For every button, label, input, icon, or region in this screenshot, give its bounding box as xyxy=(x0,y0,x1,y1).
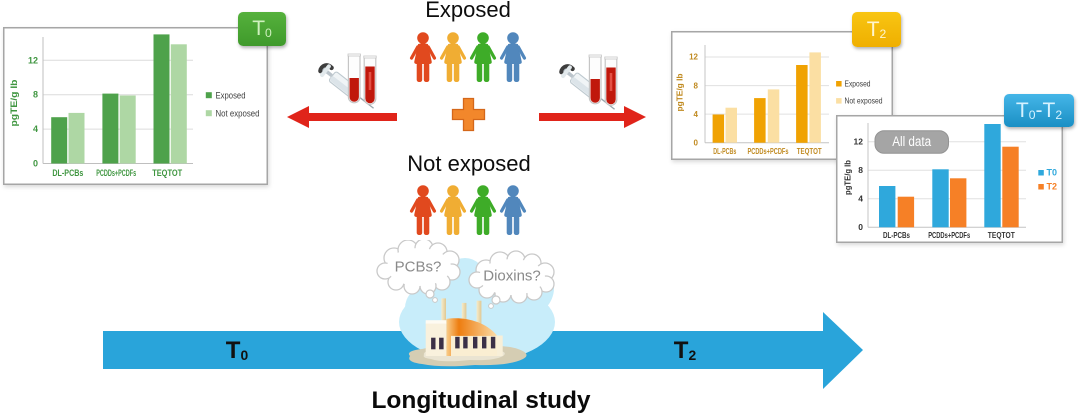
svg-text:All data: All data xyxy=(892,134,931,149)
svg-text:PCDDs+PCDFs: PCDDs+PCDFs xyxy=(928,230,970,240)
svg-text:Exposed: Exposed xyxy=(845,80,871,89)
svg-text:4: 4 xyxy=(694,110,699,119)
svg-text:DL-PCBs: DL-PCBs xyxy=(713,147,736,156)
svg-text:12: 12 xyxy=(28,55,38,65)
svg-text:pgTE/g Ib: pgTE/g Ib xyxy=(843,160,852,195)
svg-text:PCDDs+PCDFs: PCDDs+PCDFs xyxy=(96,168,136,178)
svg-text:8: 8 xyxy=(33,90,38,100)
svg-text:TEQTOT: TEQTOT xyxy=(152,168,182,178)
svg-text:PCDDs+PCDFs: PCDDs+PCDFs xyxy=(748,147,789,156)
svg-text:TEQTOT: TEQTOT xyxy=(797,147,822,156)
svg-text:pgTE/g Ib: pgTE/g Ib xyxy=(676,73,685,111)
svg-text:4: 4 xyxy=(858,194,863,204)
svg-text:TEQTOT: TEQTOT xyxy=(988,230,1016,240)
svg-text:Not exposed: Not exposed xyxy=(845,97,883,106)
svg-text:0: 0 xyxy=(694,138,699,147)
svg-text:PCBs?: PCBs? xyxy=(395,259,442,276)
svg-text:T2: T2 xyxy=(1047,182,1058,192)
svg-text:4: 4 xyxy=(33,124,38,134)
svg-text:DL-PCBs: DL-PCBs xyxy=(883,230,910,240)
svg-text:8: 8 xyxy=(694,81,699,90)
svg-text:12: 12 xyxy=(854,136,864,146)
svg-text:pgTE/g Ib: pgTE/g Ib xyxy=(9,79,20,126)
svg-text:8: 8 xyxy=(858,165,863,175)
svg-text:Not exposed: Not exposed xyxy=(216,108,260,118)
svg-text:0: 0 xyxy=(858,222,863,232)
svg-text:T0: T0 xyxy=(1047,168,1058,178)
svg-text:Exposed: Exposed xyxy=(216,90,246,100)
svg-text:DL-PCBs: DL-PCBs xyxy=(52,168,83,178)
svg-text:Dioxins?: Dioxins? xyxy=(483,268,541,285)
svg-text:12: 12 xyxy=(689,53,698,62)
svg-text:0: 0 xyxy=(33,159,38,169)
